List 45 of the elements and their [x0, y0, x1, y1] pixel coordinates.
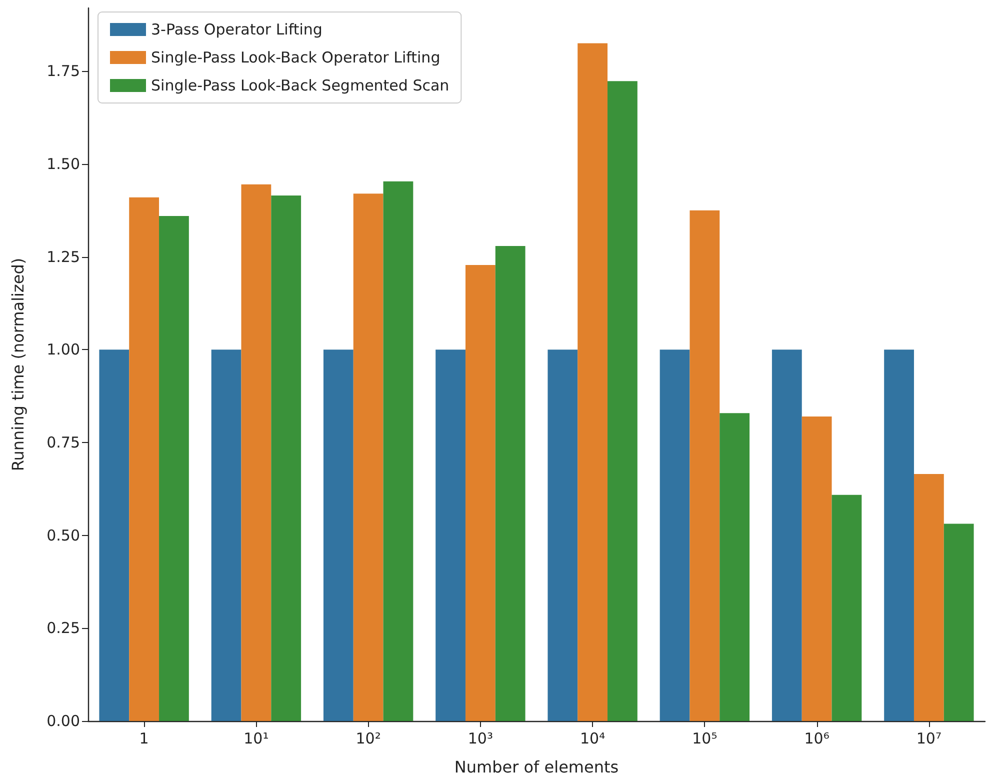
x-tick-label: 10⁶: [804, 730, 830, 748]
x-tick-label: 10²: [356, 730, 381, 748]
bar: [660, 350, 690, 721]
bar: [495, 246, 526, 721]
x-tick-label: 10⁵: [692, 730, 718, 748]
legend-label: Single-Pass Look-Back Segmented Scan: [151, 76, 450, 94]
bar: [211, 350, 242, 721]
bar: [832, 494, 862, 721]
x-tick-label: 10¹: [244, 730, 269, 748]
bar: [241, 184, 272, 721]
bar: [548, 350, 578, 721]
x-axis-title: Number of elements: [454, 758, 619, 776]
bar: [323, 350, 354, 721]
y-tick-label: 0.50: [46, 526, 80, 544]
y-tick-label: 1.75: [46, 62, 80, 80]
bar: [944, 524, 974, 721]
bar: [129, 197, 160, 721]
bar: [608, 81, 638, 721]
y-tick-label: 1.00: [46, 340, 80, 359]
bar: [884, 350, 914, 721]
x-tick-label: 10⁴: [580, 730, 606, 748]
bar: [383, 181, 414, 721]
bar: [578, 43, 608, 721]
bar: [465, 264, 496, 721]
bar: [690, 210, 720, 721]
bar: [99, 350, 130, 721]
y-tick-label: 1.25: [46, 248, 80, 266]
x-tick-label: 1: [139, 730, 149, 748]
legend-label: 3-Pass Operator Lifting: [151, 20, 322, 38]
y-tick-label: 0.00: [46, 712, 80, 730]
bar: [720, 413, 750, 721]
bar: [802, 416, 832, 721]
bar: [353, 194, 384, 721]
bar: [271, 196, 302, 721]
y-tick-label: 0.25: [46, 619, 80, 638]
bar: [772, 350, 802, 721]
bar: [159, 216, 189, 721]
x-tick-label: 10³: [468, 730, 493, 748]
y-axis-title: Running time (normalized): [8, 258, 28, 472]
bar: [436, 350, 466, 721]
x-tick-label: 10⁷: [916, 730, 942, 748]
bar: [914, 474, 944, 721]
y-tick-label: 1.50: [46, 154, 80, 173]
legend-label: Single-Pass Look-Back Operator Lifting: [151, 48, 440, 66]
y-tick-label: 0.75: [46, 433, 80, 452]
